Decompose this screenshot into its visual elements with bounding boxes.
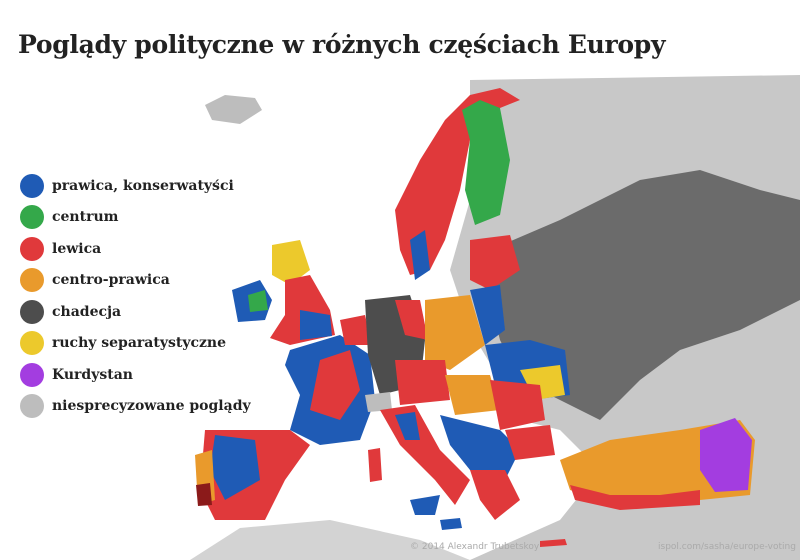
region-iceland xyxy=(205,95,262,124)
legend-label: lewica xyxy=(52,240,102,257)
region-kurdistan xyxy=(700,418,752,492)
region-hungary xyxy=(445,375,500,415)
legend-item-right: prawica, konserwatyści xyxy=(20,170,251,202)
region-spain-blue xyxy=(210,435,260,500)
region-scotland xyxy=(272,240,310,285)
legend-item-kurdistan: Kurdystan xyxy=(20,359,251,391)
legend-label: chadecja xyxy=(52,303,122,320)
region-sardinia xyxy=(368,448,382,482)
legend-swatch xyxy=(20,362,44,387)
legend-label: Kurdystan xyxy=(52,366,133,383)
region-czech-austria xyxy=(395,360,450,405)
region-crete xyxy=(540,539,567,547)
legend-swatch xyxy=(20,173,44,198)
region-finland xyxy=(462,100,510,225)
region-italy-blue xyxy=(395,412,420,440)
region-germany-red xyxy=(395,300,428,340)
region-christian-democrats-russia xyxy=(490,170,800,420)
region-norway-sweden xyxy=(395,88,520,275)
legend-swatch xyxy=(20,205,44,230)
legend-swatch xyxy=(20,331,44,356)
legend-label: ruchy separatystyczne xyxy=(52,335,227,352)
legend-item-left: lewica xyxy=(20,233,251,265)
region-baltics xyxy=(470,235,520,290)
page-title: Poglądy polityczne w różnych częściach E… xyxy=(18,30,666,59)
legend-swatch xyxy=(20,394,44,419)
source-link[interactable]: ispol.com/sasha/europe-voting xyxy=(658,542,796,552)
author-credit: © 2014 Alexandr Trubetskoy xyxy=(410,542,540,552)
region-bulgaria xyxy=(505,425,555,460)
region-ireland-green xyxy=(248,290,268,312)
region-england-blue xyxy=(300,310,332,340)
region-benelux xyxy=(340,315,372,345)
legend-label: prawica, konserwatyści xyxy=(52,177,234,194)
region-portugal-dark-red xyxy=(196,483,212,506)
legend-swatch xyxy=(20,299,44,324)
legend-swatch xyxy=(20,236,44,261)
legend-label: centrum xyxy=(52,209,119,226)
region-cyprus xyxy=(440,518,462,530)
region-belarus xyxy=(470,285,505,345)
legend: prawica, konserwatyści centrum lewica ce… xyxy=(20,170,251,422)
region-poland xyxy=(425,295,485,370)
region-romania xyxy=(490,380,545,430)
legend-label: niesprecyzowane poglądy xyxy=(52,398,251,415)
legend-item-unspecified: niesprecyzowane poglądy xyxy=(20,391,251,423)
legend-item-center-right: centro-prawica xyxy=(20,265,251,297)
region-greece xyxy=(470,470,520,520)
region-switzerland xyxy=(365,392,392,412)
legend-item-separatist: ruchy separatystyczne xyxy=(20,328,251,360)
legend-label: centro-prawica xyxy=(52,272,170,289)
legend-item-center: centrum xyxy=(20,202,251,234)
region-balkans xyxy=(440,415,520,480)
legend-item-christian-democrats: chadecja xyxy=(20,296,251,328)
region-sicily xyxy=(410,495,440,515)
region-unspecified-north-africa xyxy=(190,520,470,560)
region-turkey-red xyxy=(570,485,700,510)
region-france-red xyxy=(310,350,360,420)
legend-swatch xyxy=(20,268,44,293)
region-sweden-blue xyxy=(410,230,430,280)
